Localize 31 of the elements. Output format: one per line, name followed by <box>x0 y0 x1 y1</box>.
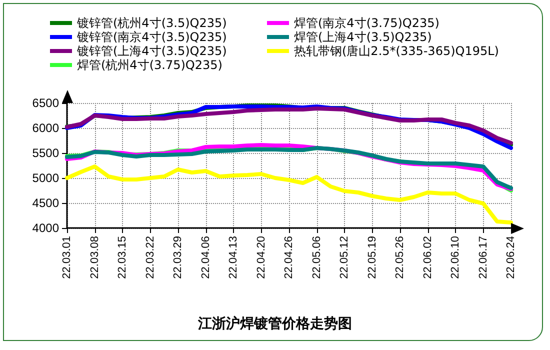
x-tick-label: 22.06.02 <box>422 236 434 279</box>
legend-label: 焊管(南京4寸(3.75)Q235) <box>294 16 440 30</box>
legend-label: 焊管(上海4寸(3.5)Q235) <box>294 30 432 44</box>
y-tick-label: 5500 <box>32 146 60 160</box>
y-tick-label: 4500 <box>32 196 60 210</box>
legend-label: 焊管(杭州4寸(3.75)Q235) <box>77 58 222 72</box>
x-tick-label: 22.05.12 <box>338 236 350 279</box>
x-tick-label: 22.05.26 <box>394 236 406 279</box>
legend-label: 热轧带钢(唐山2.5*(335-365)Q195L) <box>294 44 499 58</box>
y-tick-label: 6500 <box>32 96 60 110</box>
legend-label: 镀锌管(上海4寸(3.5)Q235) <box>76 44 227 58</box>
x-tick-label: 22.04.06 <box>200 236 212 279</box>
y-tick-label: 5000 <box>32 171 60 185</box>
legend-label: 镀锌管(杭州4寸(3.5)Q235) <box>76 16 227 30</box>
x-tick-label: 22.04.13 <box>228 236 240 279</box>
x-tick-label: 22.04.26 <box>283 236 295 279</box>
legend-label: 镀锌管(南京4寸(3.5)Q235) <box>76 30 227 44</box>
y-tick-label: 4000 <box>32 221 60 235</box>
x-tick-label: 22.06.24 <box>505 236 517 279</box>
x-tick-label: 22.03.08 <box>88 236 101 279</box>
x-tick-label: 22.06.17 <box>477 236 490 279</box>
y-tick-label: 6000 <box>32 121 60 135</box>
x-tick-label: 22.03.15 <box>116 236 128 279</box>
x-tick-label: 22.05.06 <box>310 236 323 279</box>
x-tick-label: 22.03.22 <box>144 236 156 279</box>
x-tick-label: 22.06.10 <box>450 236 462 279</box>
x-tick-label: 22.05.19 <box>366 236 378 279</box>
x-tick-label: 22.03.29 <box>172 236 184 279</box>
x-tick-label: 22.03.01 <box>61 236 73 279</box>
text: 江浙沪焊镀管价格走势图 <box>197 315 352 332</box>
x-tick-label: 22.04.20 <box>255 236 268 279</box>
